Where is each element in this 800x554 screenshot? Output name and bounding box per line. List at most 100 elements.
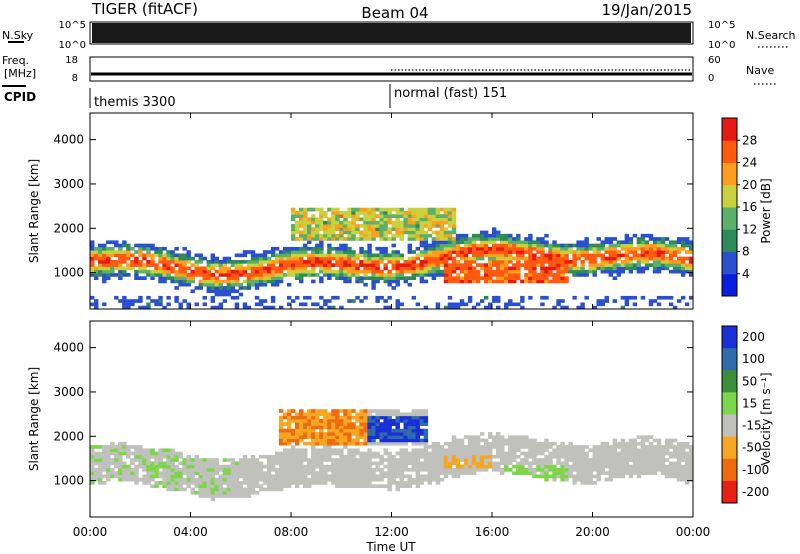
velocity-cell [323,474,328,479]
velocity-cell [568,464,573,469]
velocity-cell [355,428,360,433]
power-cell [660,246,666,251]
power-cell [600,260,605,264]
velocity-cell [282,415,288,420]
velocity-cell [600,445,605,449]
velocity-cell [467,435,473,439]
velocity-cell [226,484,232,488]
velocity-cell [291,451,296,456]
velocity-cell [463,435,469,439]
velocity-cell [339,477,344,482]
power-cell [455,243,461,248]
velocity-cell [307,468,312,472]
colorbar-swatch [722,162,737,186]
power-cell [130,299,135,303]
velocity-cell [604,461,609,466]
velocity-cell [568,451,573,456]
power-cell [552,256,557,261]
power-cell [118,266,123,271]
velocity-cell [431,441,437,446]
velocity-cell [596,468,601,472]
power-cell [311,230,316,235]
power-cell [395,305,400,310]
velocity-cell [299,471,304,475]
velocity-cell [652,454,658,459]
velocity-cell [684,454,690,459]
power-cell [246,273,252,277]
power-cell [182,273,187,277]
power-cell [528,295,533,300]
velocity-cell [383,415,388,420]
velocity-cell [479,464,485,469]
velocity-cell [307,458,312,462]
power-cell [524,260,529,264]
power-cell [576,266,581,271]
power-cell [319,240,324,245]
velocity-cell [600,468,605,472]
velocity-cell [680,474,686,479]
power-cell [520,256,525,261]
power-cell [234,269,240,274]
velocity-cell [423,435,429,439]
power-cell [351,260,356,264]
power-cell [118,246,123,251]
power-cell [170,260,175,264]
velocity-cell [347,461,352,466]
power-cell [299,207,304,212]
velocity-cell [138,454,143,459]
velocity-cell [383,409,388,413]
velocity-cell [467,461,473,466]
velocity-cell [568,441,573,446]
power-cell [319,266,324,271]
velocity-cell [524,454,529,459]
nsearch-tick-bottom: 10^0 [708,40,735,51]
power-cell [202,279,207,284]
power-cell [439,230,445,235]
velocity-cell [576,448,581,453]
velocity-cell [564,454,569,459]
velocity-cell [347,484,352,488]
power-cell [387,273,392,277]
power-cell [242,260,248,264]
power-cell [508,279,513,284]
power-cell [363,273,368,277]
power-cell [640,250,646,254]
power-cell [483,240,489,245]
power-cell [214,256,220,261]
power-cell [504,246,509,251]
velocity-cell [106,448,111,453]
velocity-cell [106,471,111,475]
velocity-cell [447,451,453,456]
velocity-cell [467,451,473,456]
power-cell [367,253,372,258]
power-cell [295,224,300,228]
velocity-cell [226,487,232,492]
velocity-cell [423,412,429,417]
velocity-cell [299,464,304,469]
velocity-cell [427,451,433,456]
power-cell [158,299,163,303]
power-cell [443,279,449,284]
power-cell [532,263,537,267]
velocity-cell [387,487,392,492]
velocity-cell [403,438,408,443]
power-cell [435,250,441,254]
velocity-cell [250,461,256,466]
velocity-cell [371,409,376,413]
velocity-cell [664,458,670,462]
velocity-cell [443,471,449,475]
power-cell [532,276,537,280]
power-cell [688,250,694,254]
velocity-cell [198,464,203,469]
velocity-cell [684,481,690,485]
velocity-cell [202,474,207,479]
velocity-cell [266,477,272,482]
power-cell [427,224,433,228]
power-cell [568,263,573,267]
velocity-cell [536,451,541,456]
power-cell [291,273,296,277]
velocity-cell [463,454,469,459]
velocity-cell [584,454,589,459]
power-cell [544,266,549,271]
power-cell [483,276,489,280]
